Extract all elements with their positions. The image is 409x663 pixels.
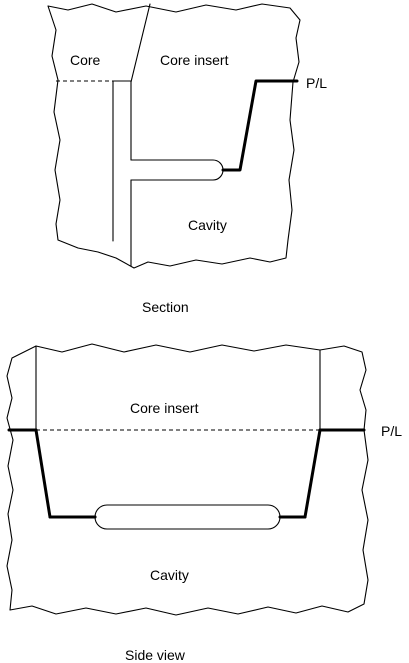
section-parting-thick [221,79,299,172]
section-view [47,3,301,269]
side-caption: Side view [125,647,186,663]
side-label-cavity: Cavity [150,567,189,583]
side-outline [6,343,369,616]
section-outline [47,3,301,269]
side-slot [94,504,281,530]
core-boundary-line [130,3,151,83]
section-caption: Section [142,299,189,315]
section-label-cavity: Cavity [188,217,227,233]
section-label-core: Core [70,52,101,68]
section-label-parting-line: P/L [306,75,327,91]
section-label-core-insert: Core insert [160,52,229,68]
section-slot [130,159,224,181]
side-label-parting-line: P/L [381,423,402,439]
side-parting-thick-profile [34,428,322,519]
side-view [6,343,369,616]
side-label-core-insert: Core insert [130,400,199,416]
